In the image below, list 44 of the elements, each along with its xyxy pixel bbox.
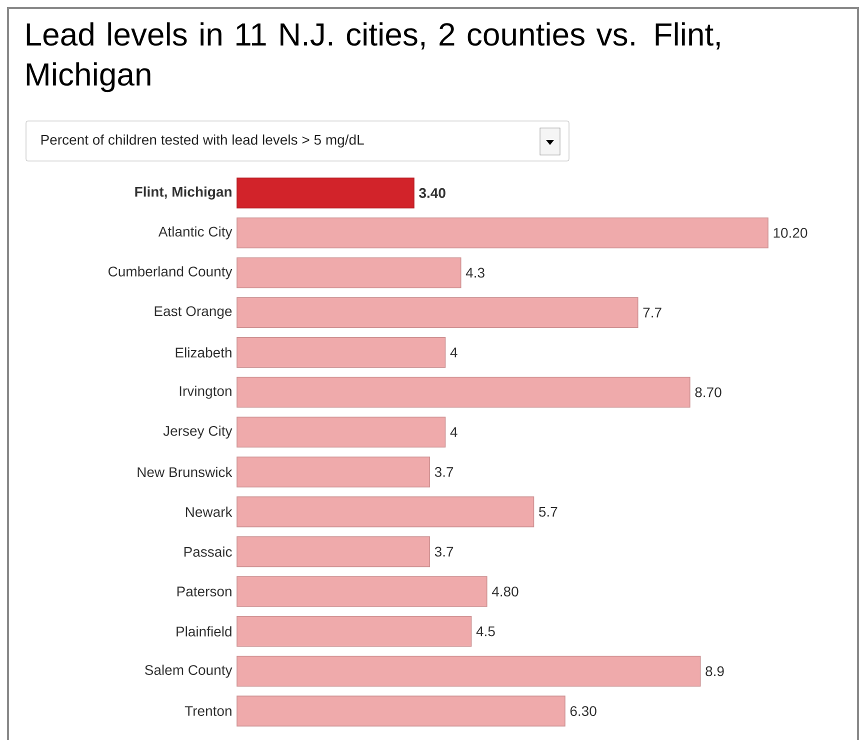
- data-label: 6.30: [570, 706, 596, 716]
- y-tick-label: Salem County: [144, 664, 232, 678]
- bar: [236, 217, 768, 248]
- data-label: 3.40: [419, 188, 446, 198]
- data-label: 4.3: [466, 268, 484, 278]
- bar: [236, 496, 534, 528]
- bar: [236, 656, 701, 687]
- y-tick-label: East Orange: [154, 306, 232, 319]
- bar: [236, 456, 430, 488]
- bar: [236, 616, 472, 647]
- bar: [236, 376, 690, 408]
- data-label: 10.20: [774, 228, 808, 238]
- y-tick-label: Paterson: [177, 586, 232, 596]
- data-label: 4.80: [492, 586, 518, 596]
- data-label: 8.9: [706, 666, 724, 676]
- y-tick-label: Irvington: [180, 386, 232, 399]
- chart-title: Lead levels in 11 N.J. cities, 2 counties vs. Flint, Michigan: [26, 22, 720, 92]
- data-label: 5.7: [539, 506, 558, 517]
- data-label: 4: [450, 427, 458, 437]
- bar: [236, 337, 446, 368]
- y-tick-label: Trenton: [184, 706, 232, 716]
- bar: [236, 536, 430, 568]
- data-label: 3.7: [434, 467, 454, 477]
- chart-subtitle: Percent of children tested with lead levels > 5 mg/dL: [41, 134, 364, 148]
- data-label: 7.7: [643, 308, 662, 318]
- y-tick-label: Passaic: [184, 546, 232, 557]
- y-tick-label: Atlantic City: [158, 226, 232, 240]
- y-tick-label: Elizabeth: [176, 347, 232, 358]
- y-tick-label: Cumberland County: [108, 266, 232, 280]
- bar: [236, 696, 566, 726]
- y-tick-label: Jersey City: [163, 426, 232, 439]
- bar: [236, 416, 446, 448]
- bar: [236, 297, 638, 328]
- bar: [236, 178, 414, 208]
- data-label: 8.70: [695, 387, 722, 398]
- y-tick-label: Newark: [186, 506, 232, 517]
- y-tick-label: New Brunswick: [138, 466, 232, 478]
- bar: [236, 257, 462, 288]
- data-label: 4: [450, 348, 458, 358]
- y-tick-label: Flint, Michigan: [135, 186, 232, 200]
- bar: [236, 576, 488, 607]
- y-tick-label: Plainfield: [176, 626, 232, 637]
- data-label: 4.5: [476, 626, 495, 636]
- data-label: 3.7: [434, 546, 454, 557]
